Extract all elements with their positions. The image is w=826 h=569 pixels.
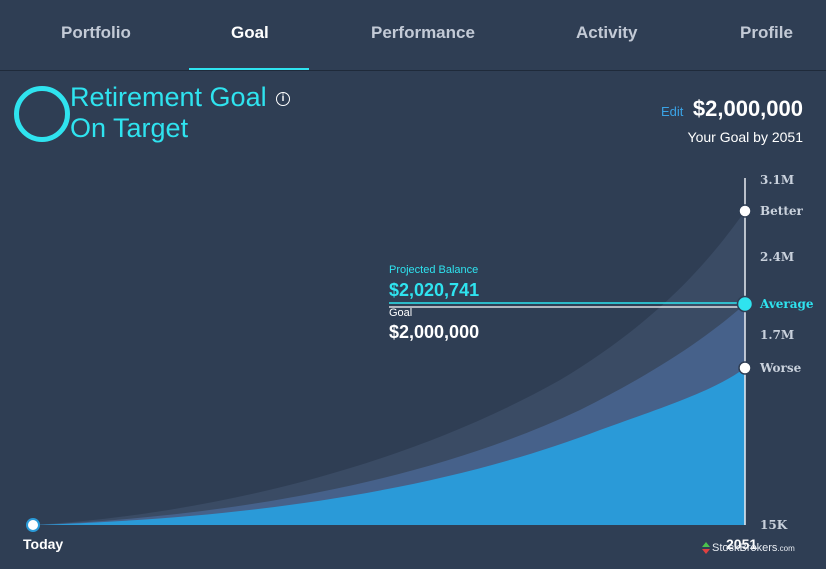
- edit-goal-link[interactable]: Edit: [661, 104, 684, 119]
- scenario-label-better: Better: [760, 204, 803, 218]
- watermark-text: StockBrokers: [712, 542, 778, 554]
- y-tick-label: 15K: [760, 518, 788, 532]
- goal-target-year: Your Goal by 2051: [687, 129, 803, 145]
- projected-balance-label: Projected Balance: [389, 264, 479, 276]
- goal-status-ring-icon: [14, 86, 70, 142]
- scenario-label-worse: Worse: [759, 361, 802, 375]
- worse-scenario-area: [33, 368, 745, 525]
- worse-scenario-marker[interactable]: [738, 361, 752, 375]
- x-axis-start-label: Today: [23, 536, 64, 552]
- active-tab-indicator: [189, 68, 309, 70]
- goal-title: Retirement Goal: [70, 82, 267, 112]
- better-scenario-marker[interactable]: [738, 204, 752, 218]
- average-scenario-marker[interactable]: [736, 295, 754, 313]
- info-icon[interactable]: i: [276, 92, 290, 106]
- scenario-label-average: Average: [759, 297, 814, 311]
- main-nav: Portfolio Goal Performance Activity Prof…: [0, 0, 826, 71]
- watermark-suffix: .com: [777, 544, 795, 553]
- today-marker[interactable]: [26, 518, 40, 532]
- watermark-arrows-icon: [702, 542, 710, 554]
- y-tick-label: 1.7M: [760, 328, 794, 342]
- goal-status: On Target: [70, 113, 189, 143]
- y-tick-label: 3.1M: [760, 173, 794, 187]
- goal-line-value: $2,000,000: [389, 322, 480, 342]
- tab-portfolio[interactable]: Portfolio: [61, 23, 131, 42]
- goal-line-label: Goal: [389, 307, 413, 319]
- projected-balance-value: $2,020,741: [389, 280, 480, 300]
- tab-activity[interactable]: Activity: [576, 23, 638, 42]
- tab-profile[interactable]: Profile: [740, 23, 793, 42]
- x-axis-end-label: 2051: [726, 536, 758, 552]
- goal-amount: $2,000,000: [692, 96, 803, 121]
- watermark: StockBrokers.com: [712, 542, 795, 554]
- y-tick-label: 2.4M: [760, 250, 794, 264]
- tab-performance[interactable]: Performance: [371, 23, 475, 42]
- tab-goal[interactable]: Goal: [231, 23, 269, 42]
